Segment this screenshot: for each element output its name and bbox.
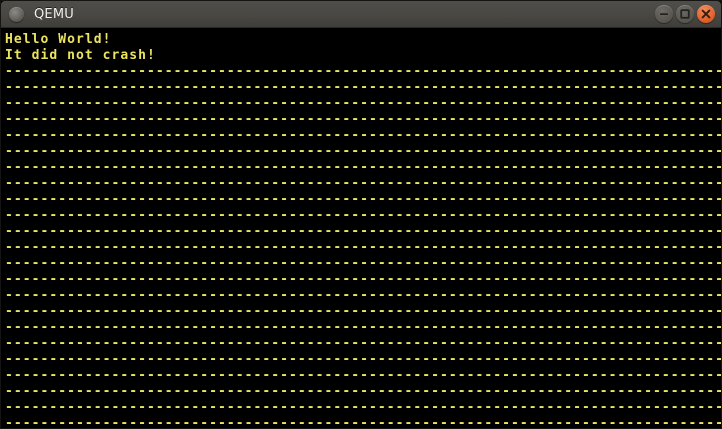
minimize-icon	[660, 13, 668, 15]
qemu-terminal-display[interactable]: Hello World! It did not crash! -----------…	[1, 28, 721, 428]
terminal-line: ----------------------------------------…	[5, 416, 721, 428]
terminal-line: It did not crash!	[5, 48, 156, 63]
terminal-line: ----------------------------------------…	[5, 96, 721, 111]
terminal-line: ----------------------------------------…	[5, 368, 721, 383]
minimize-button[interactable]	[655, 5, 673, 23]
terminal-line: ----------------------------------------…	[5, 384, 721, 399]
maximize-icon	[680, 9, 690, 19]
terminal-line: ----------------------------------------…	[5, 320, 721, 335]
terminal-line: ----------------------------------------…	[5, 272, 721, 287]
maximize-button[interactable]	[676, 5, 694, 23]
window-titlebar[interactable]: QEMU	[1, 1, 721, 28]
terminal-line: ----------------------------------------…	[5, 160, 721, 175]
window-title: QEMU	[34, 6, 74, 22]
window-controls	[655, 5, 715, 23]
close-icon	[701, 9, 711, 19]
terminal-line: ----------------------------------------…	[5, 352, 721, 367]
terminal-line: Hello World!	[5, 32, 112, 47]
terminal-line: ----------------------------------------…	[5, 80, 721, 95]
terminal-line: ----------------------------------------…	[5, 144, 721, 159]
terminal-line: ----------------------------------------…	[5, 224, 721, 239]
terminal-line: ----------------------------------------…	[5, 192, 721, 207]
terminal-line: ----------------------------------------…	[5, 400, 721, 415]
terminal-line: ----------------------------------------…	[5, 256, 721, 271]
terminal-line: ----------------------------------------…	[5, 240, 721, 255]
terminal-line: ----------------------------------------…	[5, 208, 721, 223]
terminal-line: ----------------------------------------…	[5, 304, 721, 319]
qemu-app-icon	[9, 6, 24, 22]
terminal-line: ----------------------------------------…	[5, 64, 721, 79]
terminal-line: ----------------------------------------…	[5, 112, 721, 127]
terminal-line: ----------------------------------------…	[5, 176, 721, 191]
terminal-line: ----------------------------------------…	[5, 128, 721, 143]
close-button[interactable]	[697, 5, 715, 23]
terminal-line: ----------------------------------------…	[5, 336, 721, 351]
terminal-screen: Hello World! It did not crash! -----------…	[5, 32, 721, 428]
terminal-line: ----------------------------------------…	[5, 288, 721, 303]
